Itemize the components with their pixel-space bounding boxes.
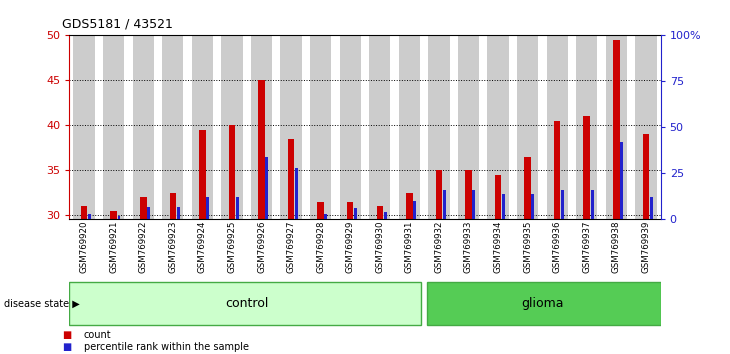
Bar — [162, 35, 183, 219]
Bar — [413, 201, 416, 219]
Bar — [221, 35, 242, 219]
Bar — [236, 198, 239, 219]
Bar — [576, 35, 597, 219]
Text: GSM769932: GSM769932 — [434, 221, 443, 273]
Bar — [74, 35, 95, 219]
Bar — [288, 139, 294, 219]
Bar — [517, 35, 538, 219]
Bar — [524, 156, 531, 219]
Bar — [427, 282, 661, 325]
Bar — [384, 212, 387, 219]
Text: ■: ■ — [62, 330, 72, 339]
Bar — [531, 194, 534, 219]
Bar — [495, 175, 502, 219]
Bar — [147, 207, 150, 219]
Bar — [118, 216, 120, 219]
Text: count: count — [84, 330, 112, 339]
Bar — [606, 35, 627, 219]
Text: GSM769929: GSM769929 — [346, 221, 355, 273]
Bar — [369, 35, 391, 219]
Bar — [169, 193, 176, 219]
Text: ■: ■ — [62, 342, 72, 352]
Bar — [436, 170, 442, 219]
Bar — [472, 190, 475, 219]
Bar — [354, 209, 357, 219]
Bar — [547, 35, 568, 219]
Bar — [295, 168, 298, 219]
Bar — [88, 214, 91, 219]
Bar — [207, 198, 210, 219]
Bar — [554, 121, 561, 219]
Bar — [458, 35, 479, 219]
Bar — [310, 35, 331, 219]
Bar — [583, 116, 590, 219]
Bar — [318, 201, 324, 219]
Text: GSM769937: GSM769937 — [583, 221, 591, 273]
Bar — [81, 206, 88, 219]
Bar — [140, 197, 147, 219]
Bar — [280, 35, 301, 219]
Bar — [406, 193, 412, 219]
Bar — [69, 282, 421, 325]
Bar — [192, 35, 213, 219]
Bar — [258, 80, 265, 219]
Text: GSM769926: GSM769926 — [257, 221, 266, 273]
Text: GSM769922: GSM769922 — [139, 221, 147, 273]
Text: GSM769930: GSM769930 — [375, 221, 384, 273]
Bar — [502, 194, 505, 219]
Text: GSM769921: GSM769921 — [110, 221, 118, 273]
Bar — [266, 157, 269, 219]
Bar — [199, 130, 206, 219]
Text: GSM769933: GSM769933 — [464, 221, 473, 273]
Bar — [325, 214, 328, 219]
Text: GSM769938: GSM769938 — [612, 221, 620, 273]
Text: GDS5181 / 43521: GDS5181 / 43521 — [62, 18, 173, 31]
Bar — [620, 142, 623, 219]
Bar — [103, 35, 124, 219]
Bar — [377, 206, 383, 219]
Text: GSM769920: GSM769920 — [80, 221, 88, 273]
Bar — [635, 35, 656, 219]
Bar — [613, 40, 620, 219]
Bar — [429, 35, 450, 219]
Text: GSM769923: GSM769923 — [169, 221, 177, 273]
Text: GSM769931: GSM769931 — [405, 221, 414, 273]
Bar — [561, 190, 564, 219]
Text: control: control — [225, 297, 269, 310]
Text: GSM769925: GSM769925 — [228, 221, 237, 273]
Bar — [110, 211, 117, 219]
Bar — [591, 190, 593, 219]
Bar — [339, 35, 361, 219]
Bar — [488, 35, 509, 219]
Bar — [443, 190, 446, 219]
Text: glioma: glioma — [521, 297, 564, 310]
Bar — [251, 35, 272, 219]
Text: GSM769927: GSM769927 — [287, 221, 296, 273]
Bar — [399, 35, 420, 219]
Text: GSM769935: GSM769935 — [523, 221, 532, 273]
Text: percentile rank within the sample: percentile rank within the sample — [84, 342, 249, 352]
Bar — [642, 134, 649, 219]
Bar — [228, 125, 235, 219]
Bar — [177, 207, 180, 219]
Text: GSM769936: GSM769936 — [553, 221, 561, 273]
Text: disease state ▶: disease state ▶ — [4, 298, 80, 309]
Bar — [650, 198, 653, 219]
Text: GSM769934: GSM769934 — [493, 221, 502, 273]
Bar — [133, 35, 154, 219]
Text: GSM769924: GSM769924 — [198, 221, 207, 273]
Bar — [465, 170, 472, 219]
Text: GSM769939: GSM769939 — [642, 221, 650, 273]
Text: GSM769928: GSM769928 — [316, 221, 325, 273]
Bar — [347, 201, 353, 219]
